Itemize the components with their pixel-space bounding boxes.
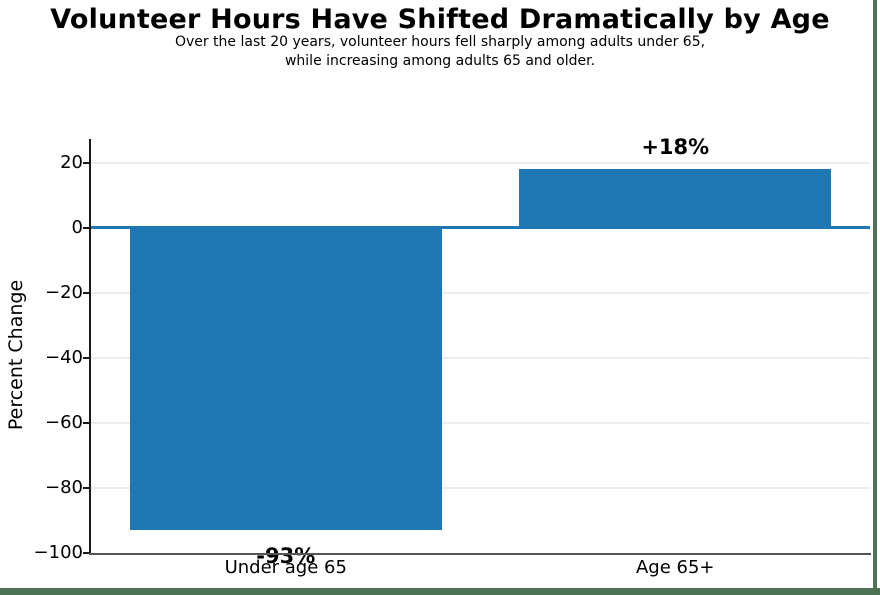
bar-under-age-65	[129, 227, 442, 531]
gridline-y--20	[91, 291, 870, 294]
y-tick-label--20: −20	[45, 281, 83, 303]
y-tick-mark--60	[83, 421, 90, 424]
gridline-y--80	[91, 486, 870, 489]
y-tick-label-20: 20	[60, 151, 83, 173]
zero-baseline	[91, 226, 870, 230]
x-tick-label-0: Under age 65	[224, 557, 347, 578]
y-tick-mark--100	[83, 552, 90, 554]
y-tick-label--60: −60	[45, 411, 83, 433]
gridline-y-20	[91, 161, 870, 164]
y-tick-label--40: −40	[45, 346, 83, 368]
y-tick-label--80: −80	[45, 476, 83, 498]
bar-value-label-1: +18%	[641, 135, 710, 160]
gridline-y--40	[91, 356, 870, 359]
chart-subtitle-line-1: Over the last 20 years, volunteer hours …	[174, 34, 706, 50]
screen-edge-right	[873, 0, 877, 595]
y-tick-mark-0	[83, 226, 90, 229]
y-axis-spine	[89, 139, 91, 555]
bar-age-65-	[519, 169, 832, 228]
x-axis-spine	[89, 553, 871, 555]
y-tick-mark-20	[83, 161, 90, 164]
y-tick-mark--80	[83, 486, 90, 489]
screen-edge-bottom	[0, 588, 880, 595]
y-tick-label-0: 0	[71, 216, 83, 238]
y-tick-label--100: −100	[33, 542, 83, 563]
chart-subtitle-line-2: while increasing among adults 65 and old…	[284, 53, 596, 69]
bar-value-label-0: -93%	[256, 544, 316, 569]
x-tick-label-1: Age 65+	[635, 557, 715, 578]
y-tick-mark--20	[83, 291, 90, 294]
y-tick-mark--40	[83, 356, 90, 359]
chart-title: Volunteer Hours Have Shifted Dramaticall…	[50, 4, 830, 35]
gridline-y--60	[91, 421, 870, 424]
chart-subtitle: Over the last 20 years, volunteer hours …	[0, 33, 880, 71]
